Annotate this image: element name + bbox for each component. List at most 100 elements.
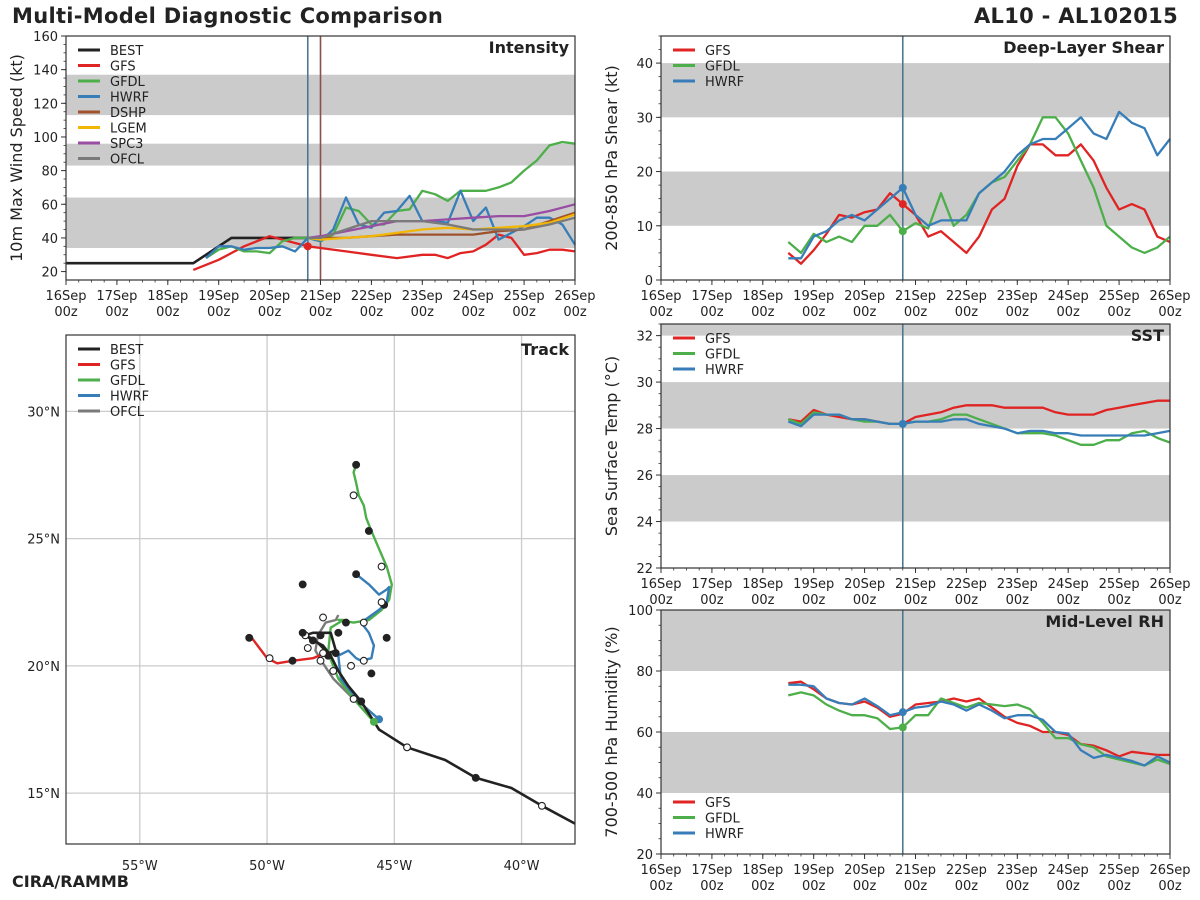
x-tick-label: 20Sep [249,289,290,304]
x-tick-label: 23Sep [402,289,443,304]
x-tick-label: 21Sep [895,577,936,592]
x-tick-label: 19Sep [793,289,834,304]
x-tick-label: 20Sep [844,863,885,878]
init-marker-gfs [898,200,907,209]
y-axis-label: Sea Surface Temp (°C) [602,356,621,536]
lat-tick-label: 30°N [27,405,60,420]
x-tick-label: 26Sep [1149,289,1190,304]
y-tick-label: 100 [628,604,653,619]
y-tick-label: 100 [33,131,58,146]
y-tick-label: 120 [33,97,58,112]
band-shear [661,171,1170,226]
panel-sst: 22242628303216Sep00z17Sep00z18Sep00z19Se… [602,323,1191,608]
plot-frame [65,334,576,845]
y-tick-label: 26 [636,469,653,484]
panel-title: Track [521,340,569,359]
y-tick-label: 22 [636,562,653,577]
x-tick-label: 00z [1006,593,1030,608]
x-tick-label: 00z [853,593,877,608]
panel-shear: 01020304016Sep00z17Sep00z18Sep00z19Sep00… [602,35,1191,320]
y-tick-label: 40 [636,787,653,802]
y-tick-label: 30 [636,111,653,126]
lat-tick-label: 15°N [27,787,60,802]
x-tick-label: 22Sep [946,577,987,592]
x-tick-label: 00z [411,305,435,320]
page-title: Multi-Model Diagnostic Comparison [12,4,444,28]
y-axis-label: 200-850 hPa Shear (kt) [602,65,621,251]
credit-label: CIRA/RAMMB [12,872,129,891]
y-tick-label: 140 [33,64,58,79]
track-point-marker [471,773,480,782]
track-point-marker [298,628,307,637]
legend-label-dshp: DSHP [110,106,146,121]
x-tick-label: 00z [1057,305,1081,320]
legend-label-gfs: GFS [705,44,731,59]
x-tick-label: 00z [955,879,979,894]
legend-label-gfdl: GFDL [705,60,741,75]
track-point-marker [352,570,361,579]
lon-tick-label: 50°W [249,859,285,874]
y-tick-label: 60 [636,726,653,741]
x-tick-label: 16Sep [45,289,86,304]
y-axis-label: 10m Max Wind Speed (kt) [7,54,26,262]
legend-label-lgem: LGEM [110,122,147,137]
track-point-marker [403,743,411,752]
x-tick-label: 21Sep [895,863,936,878]
x-tick-label: 00z [802,305,826,320]
track-point-marker [319,613,327,622]
init-marker-gfs [303,242,312,251]
x-tick-label: 00z [156,305,180,320]
y-tick-label: 28 [636,423,653,438]
x-tick-label: 16Sep [640,863,681,878]
x-tick-label: 00z [54,305,78,320]
init-marker-hwrf [898,183,907,192]
track-point-marker [377,598,386,607]
x-tick-label: 25Sep [1099,577,1140,592]
x-tick-label: 25Sep [504,289,545,304]
x-tick-label: 00z [955,593,979,608]
x-tick-label: 26Sep [1149,863,1190,878]
legend-label-gfs: GFS [705,796,731,811]
x-tick-label: 23Sep [997,577,1038,592]
x-tick-label: 00z [105,305,129,320]
track-point-marker [359,656,368,665]
track-point-marker [349,491,358,500]
series-line-hwrf [787,413,1171,437]
x-tick-label: 21Sep [300,289,341,304]
x-tick-label: 00z [853,305,877,320]
panel-title: Intensity [489,38,570,57]
track-point-marker [347,661,355,670]
x-tick-label: 25Sep [1099,863,1140,878]
x-tick-label: 21Sep [895,289,936,304]
x-tick-label: 00z [258,305,282,320]
band-sst [661,324,1170,336]
x-tick-label: 19Sep [793,863,834,878]
x-tick-label: 26Sep [554,289,595,304]
band-rh [661,732,1170,793]
y-tick-label: 10 [636,220,653,235]
x-tick-label: 00z [360,305,384,320]
x-tick-label: 00z [700,593,724,608]
y-tick-label: 160 [33,30,58,45]
x-tick-label: 00z [700,305,724,320]
legend-label-gfdl: GFDL [705,812,741,827]
x-tick-label: 00z [649,593,673,608]
legend-label-gfdl: GFDL [110,374,146,389]
storm-id: AL10 - AL102015 [974,4,1178,28]
x-tick-label: 00z [563,305,587,320]
x-tick-label: 18Sep [742,577,783,592]
x-tick-label: 22Sep [946,863,987,878]
band-rh [661,610,1170,671]
x-tick-label: 23Sep [997,863,1038,878]
legend-label-hwrf: HWRF [110,390,149,405]
series-line-gfdl [788,691,1171,767]
x-tick-label: 00z [802,879,826,894]
init-marker-gfdl [898,227,907,236]
track-point-marker [359,618,368,627]
x-tick-label: 26Sep [1149,577,1190,592]
x-tick-label: 00z [462,305,486,320]
track-init-marker-gfdl [369,717,378,726]
track-line-best [301,631,576,825]
track-point-marker [364,527,373,535]
track-point-marker [316,631,325,640]
